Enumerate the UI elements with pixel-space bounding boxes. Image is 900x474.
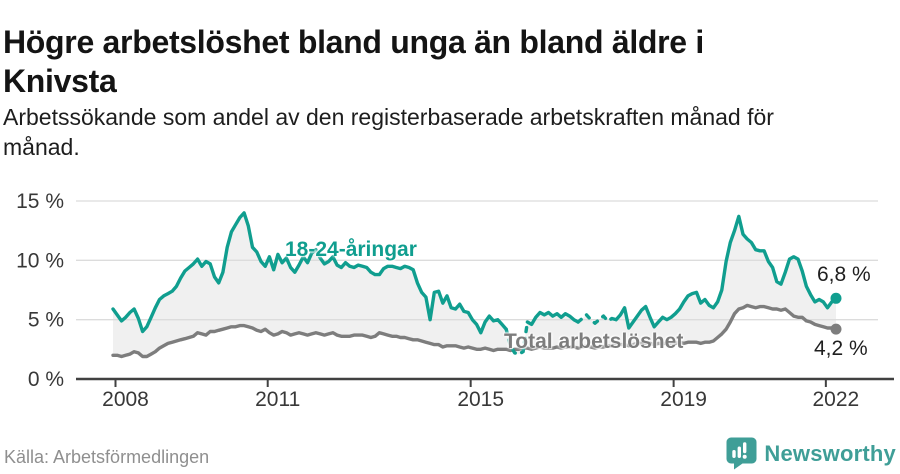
youth-series-label: 18-24-åringar (285, 238, 417, 261)
youth-line (525, 310, 580, 327)
chart-subtitle: Arbetssökande som andel av den registerb… (3, 102, 774, 162)
y-axis-tick-label: 0 % (28, 368, 64, 391)
youth-end-value-label: 6,8 % (817, 263, 871, 286)
page-title-line1: Högre arbetslöshet bland unga än bland ä… (3, 24, 704, 61)
youth-line (614, 214, 838, 330)
page-title: Högre arbetslöshet bland unga än bland ä… (3, 23, 704, 101)
total-series-label: Total arbetslöshet (504, 330, 684, 353)
y-axis-tick-label: 10 % (16, 249, 64, 272)
chart-subtitle-line1: Arbetssökande som andel av den registerb… (3, 104, 774, 130)
x-axis-tick-label: 2008 (102, 388, 149, 411)
x-axis-tick-label: 2022 (812, 388, 859, 411)
source-credit: Källa: Arbetsförmedlingen (4, 447, 210, 467)
x-axis-tick-label: 2019 (660, 388, 707, 411)
total-end-value-label: 4,2 % (814, 337, 868, 360)
total-end-dot (830, 323, 842, 335)
x-axis-tick-label: 2015 (457, 388, 504, 411)
chart-subtitle-line2: månad. (3, 134, 80, 160)
y-axis-tick-label: 15 % (16, 190, 64, 213)
newsworthy-logo[interactable]: Newsworthy (726, 437, 896, 470)
page-title-line2: Knivsta (3, 63, 117, 100)
area-between-series (113, 212, 836, 357)
youth-line-dashed-segment (576, 313, 618, 325)
x-axis-tick-label: 2011 (255, 388, 300, 411)
total-line (111, 303, 838, 359)
youth-line (111, 211, 508, 335)
youth-end-dot (830, 292, 842, 304)
newsworthy-wordmark: Newsworthy (764, 440, 896, 466)
y-axis-tick-label: 5 % (28, 309, 64, 332)
newsworthy-icon (726, 437, 757, 470)
